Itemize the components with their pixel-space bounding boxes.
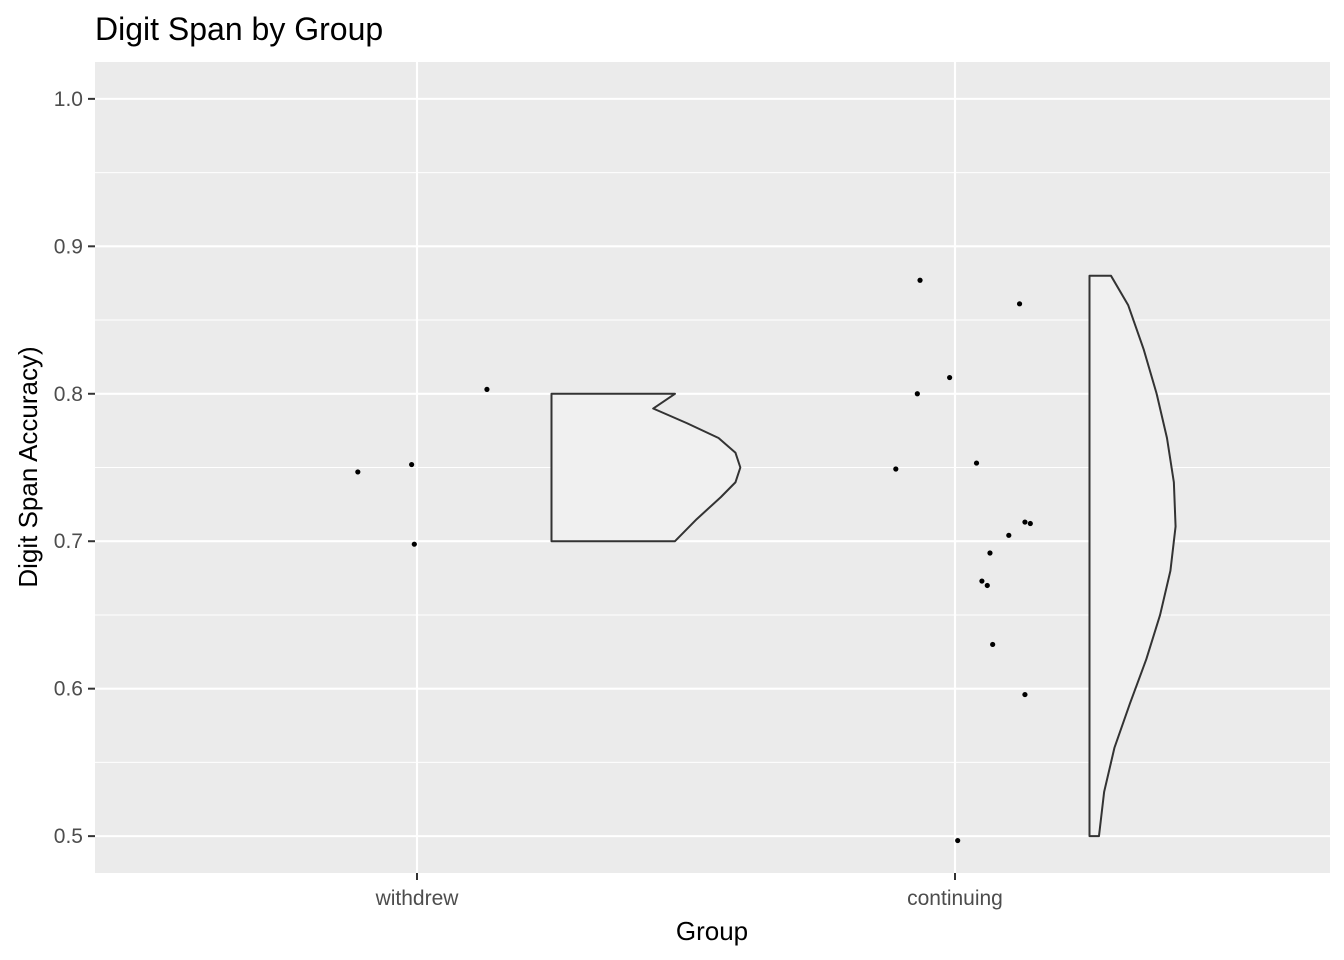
data-point-continuing xyxy=(973,460,980,466)
y-tick-label: 0.5 xyxy=(54,825,83,848)
chart-title: Digit Span by Group xyxy=(95,11,383,47)
points-layer xyxy=(355,277,1033,844)
y-axis: 0.5 0.6 0.7 0.8 0.9 1.0 xyxy=(54,88,95,848)
y-tick-label: 0.6 xyxy=(54,678,83,701)
data-point-continuing xyxy=(1022,691,1028,698)
y-tick-label: 1.0 xyxy=(54,88,83,111)
x-tick-label-withdrew: withdrew xyxy=(375,887,460,910)
data-point-continuing xyxy=(990,641,996,648)
data-point-continuing xyxy=(984,582,990,589)
data-point-withdrew xyxy=(484,386,490,392)
violin-withdrew xyxy=(550,392,742,543)
data-point-withdrew xyxy=(409,461,415,468)
data-point-continuing xyxy=(917,277,923,283)
data-point-withdrew xyxy=(355,469,361,475)
data-point-continuing xyxy=(1022,519,1028,525)
y-tick-label: 0.7 xyxy=(54,530,83,553)
y-axis-title: Digit Span Accuracy) xyxy=(13,346,43,587)
data-point-continuing xyxy=(1016,301,1023,307)
data-point-continuing xyxy=(1006,532,1012,538)
y-tick-label: 0.9 xyxy=(54,235,83,258)
data-point-continuing xyxy=(987,550,993,556)
x-axis: withdrew continuing xyxy=(375,873,1003,910)
data-point-continuing xyxy=(979,578,985,584)
data-point-continuing xyxy=(914,391,920,397)
data-point-continuing xyxy=(893,466,899,472)
data-point-continuing xyxy=(1027,520,1033,527)
data-point-continuing xyxy=(955,837,961,844)
y-tick-label: 0.8 xyxy=(54,383,83,406)
data-point-continuing xyxy=(947,374,953,381)
violin-continuing xyxy=(1088,274,1177,838)
x-tick-label-continuing: continuing xyxy=(907,887,1003,910)
violin-layer xyxy=(550,274,1177,838)
data-point-withdrew xyxy=(411,541,417,547)
x-axis-title: Group xyxy=(676,916,748,946)
